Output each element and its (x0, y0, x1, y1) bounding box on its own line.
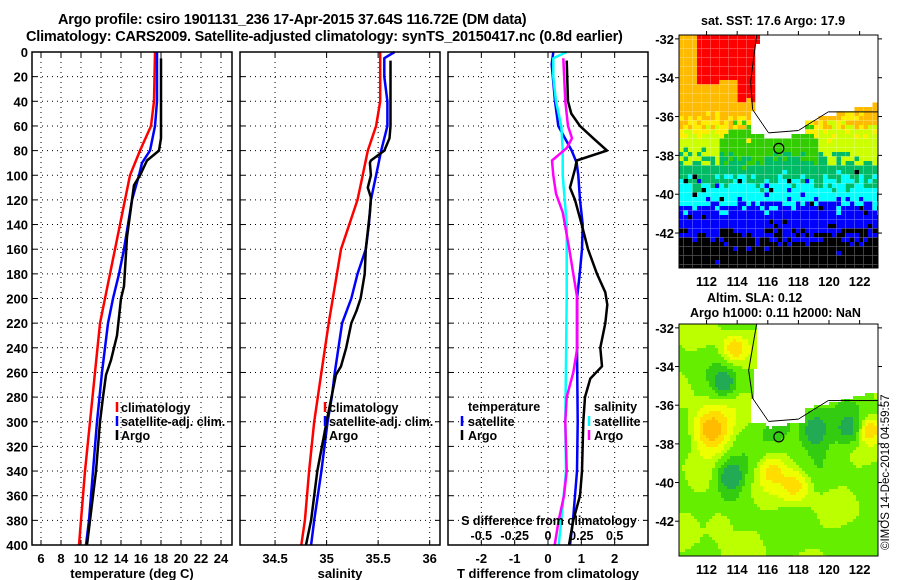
x-tick-label: 22 (194, 551, 208, 566)
copyright-stamp: ©IMOS 14-Dec-2018 04:59:57 (880, 394, 892, 550)
y-tick-label: 20 (14, 70, 28, 85)
series-satellite-adj-clim- (309, 50, 396, 546)
sla-map-title-line2: Argo h1000: 0.11 h2000: NaN (690, 306, 861, 320)
legend-label: satellite (594, 415, 641, 429)
x-tick-label: 2 (611, 551, 618, 566)
legend-label: satellite-adj. clim. (329, 415, 433, 429)
series-argo (304, 60, 392, 546)
y-tick-label: 300 (6, 415, 28, 430)
legend-title-temperature: temperature (468, 400, 540, 414)
x-axis-label: T difference from climatology (457, 566, 640, 580)
sla-map (679, 324, 878, 556)
temperature-panel: 0 20 40 60 80 100 120 140 160 180 200 220 240 260 280 3… (6, 45, 233, 580)
y-tick-label: 160 (6, 242, 28, 257)
y-tick-label: 60 (14, 119, 28, 134)
y-tick-label: 100 (6, 168, 28, 183)
legend-title-salinity: salinity (594, 400, 637, 414)
x-tick-label: -1 (509, 551, 521, 566)
x-tick-label: 12 (94, 551, 108, 566)
x2-tick-label: -0.5 (471, 529, 493, 543)
x2-axis-label: S difference from climatology (461, 514, 637, 528)
x-tick-label: 6 (37, 551, 44, 566)
x-tick-label: 10 (74, 551, 88, 566)
x-tick-label: 0 (544, 551, 551, 566)
legend-label: Argo (594, 429, 624, 443)
y-tick-label: 240 (6, 341, 28, 356)
difference-panel: -2 -1 0 1 2T difference from climatology S di… (447, 50, 649, 580)
y-tick-label: 260 (6, 365, 28, 380)
x-tick-label: 34.5 (262, 551, 287, 566)
y-tick-label: 220 (6, 316, 28, 331)
y-tick-label: 320 (6, 439, 28, 454)
series-salinity-satellite (552, 50, 568, 546)
sst-map (679, 35, 878, 268)
legend-label: Argo (468, 429, 498, 443)
y-tick-label: 140 (6, 218, 28, 233)
legend-label: Argo (121, 429, 151, 443)
x-tick-label: 35.5 (365, 551, 390, 566)
legend-label: climatology (121, 401, 191, 415)
series-climatology (300, 52, 382, 546)
y-tick-label: 120 (6, 193, 28, 208)
x2-tick-label: 0 (545, 529, 552, 543)
series-temperature-satellite (550, 51, 584, 546)
series-satellite-adj-clim- (84, 52, 159, 546)
y-tick-label: 380 (6, 513, 28, 528)
x-tick-label: -2 (476, 551, 488, 566)
x2-tick-label: -0.25 (500, 529, 529, 543)
y-tick-label: 400 (6, 538, 28, 553)
plot-title-line2: Climatology: CARS2009. Satellite-adjuste… (26, 29, 623, 45)
y-tick-label: 0 (21, 45, 28, 60)
y-tick-label: 360 (6, 489, 28, 504)
x-tick-label: 18 (154, 551, 168, 566)
salinity-panel: 34.5 35 35.5 36 salinity climatologysatellite… (239, 50, 441, 580)
x-tick-label: 14 (114, 551, 129, 566)
series-climatology (77, 51, 157, 546)
series-temperature-argo (565, 60, 609, 546)
series-salinity-argo (550, 58, 579, 546)
x-axis-label: salinity (318, 566, 364, 580)
x-tick-label: 35 (319, 551, 333, 566)
series-argo (85, 58, 163, 546)
plot-frame (239, 51, 441, 546)
legend-label: satellite-adj. clim. (121, 415, 225, 429)
x2-tick-label: 0.5 (606, 529, 623, 543)
x-tick-label: 20 (174, 551, 188, 566)
y-tick-label: 40 (14, 94, 28, 109)
plot-frame (31, 51, 233, 546)
plot-title-line1: Argo profile: csiro 1901131_236 17-Apr-2… (58, 12, 527, 28)
y-tick-label: 340 (6, 464, 28, 479)
x-tick-label: 8 (57, 551, 64, 566)
x-tick-label: 24 (214, 551, 229, 566)
x-tick-label: 36 (422, 551, 436, 566)
legend-label: climatology (329, 401, 399, 415)
x-tick-label: 16 (134, 551, 148, 566)
x2-tick-label: 0.25 (569, 529, 593, 543)
x-axis-label: temperature (deg C) (70, 566, 194, 580)
y-tick-label: 80 (14, 144, 28, 159)
y-tick-label: 200 (6, 292, 28, 307)
x-tick-label: 1 (578, 551, 585, 566)
sst-map-title: sat. SST: 17.6 Argo: 17.9 (701, 14, 846, 28)
legend-label: Argo (329, 429, 359, 443)
plot-frame (447, 51, 649, 546)
y-tick-label: 280 (6, 390, 28, 405)
legend-label: satellite (468, 415, 515, 429)
sla-map-title-line1: Altim. SLA: 0.12 (707, 291, 803, 305)
y-tick-label: 180 (6, 267, 28, 282)
